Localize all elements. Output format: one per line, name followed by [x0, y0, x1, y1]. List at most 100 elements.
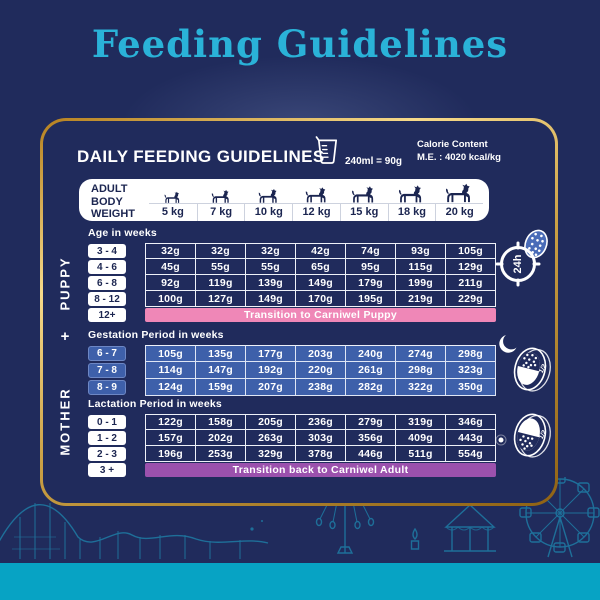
- weight-column: 7 kg: [196, 179, 245, 221]
- feeding-amount-cell: 105g: [445, 243, 496, 259]
- feeding-amount-cell: 199g: [395, 275, 445, 291]
- weight-label: 18 kg: [387, 203, 436, 221]
- feeding-amount-cell: 192g: [245, 362, 295, 379]
- measuring-cup-icon: [315, 135, 340, 171]
- weight-column: 18 kg: [387, 179, 436, 221]
- feeding-amount-cell: 323g: [445, 362, 496, 379]
- transition-banner: Transition to Carniwel Puppy: [145, 308, 496, 322]
- feeding-amount-cell: 157g: [145, 430, 195, 446]
- row-label: 8 - 12: [88, 292, 126, 306]
- feeding-amount-cell: 229g: [445, 291, 496, 307]
- row-label: 8 - 9: [88, 380, 126, 395]
- calorie-label: Calorie Content: [417, 139, 488, 150]
- svg-text:1/2: 1/2: [538, 363, 549, 375]
- feeding-amount-cell: 92g: [145, 275, 195, 291]
- table-row: 7 - 8 114g 147g 192g 220g 261g 298g 323g: [88, 362, 496, 379]
- side-label-mother: MOTHER: [57, 386, 73, 456]
- feeding-amount-cell: 129g: [445, 259, 496, 275]
- feeding-amount-cell: 32g: [195, 243, 245, 259]
- feeding-amount-cell: 253g: [195, 446, 245, 462]
- row-label: 6 - 7: [88, 346, 126, 361]
- feeding-amount-cell: 177g: [245, 345, 295, 362]
- row-label: 7 - 8: [88, 363, 126, 378]
- feeding-amount-cell: 303g: [295, 430, 345, 446]
- feeding-amount-cell: 319g: [395, 414, 445, 430]
- feeding-amount-cell: 74g: [345, 243, 395, 259]
- feeding-amount-cell: 139g: [245, 275, 295, 291]
- table-row: 1 - 2 157g 202g 263g 303g 356g 409g 443g: [88, 430, 496, 446]
- gestation-feeding-table: Gestation Period in weeks 6 - 7 105g 135g 1…: [88, 329, 496, 396]
- feeding-amount-cell: 115g: [395, 259, 445, 275]
- weight-column: 15 kg: [339, 179, 388, 221]
- feeding-amount-cell: 195g: [345, 291, 395, 307]
- feeding-amount-cell: 238g: [295, 379, 345, 396]
- feeding-amount-cell: 55g: [245, 259, 295, 275]
- row-label: 0 - 1: [88, 415, 126, 429]
- feeding-amount-cell: 124g: [145, 379, 195, 396]
- footer-color-band: [0, 563, 600, 600]
- feeding-amount-cell: 554g: [445, 446, 496, 462]
- table-row: 0 - 1 122g 158g 205g 236g 279g 319g 346g: [88, 414, 496, 430]
- measure-note: 240ml = 90g: [345, 156, 402, 167]
- feeding-amount-cell: 350g: [445, 379, 496, 396]
- row-label: 4 - 6: [88, 260, 126, 274]
- table-row: 4 - 6 45g 55g 55g 65g 95g 115g 129g: [88, 259, 496, 275]
- table-row: 3 - 4 32g 32g 32g 42g 74g 93g 105g: [88, 243, 496, 259]
- feeding-amount-cell: 42g: [295, 243, 345, 259]
- feeding-amount-cell: 149g: [295, 275, 345, 291]
- feeding-amount-cell: 261g: [345, 362, 395, 379]
- lactation-feeding-table: Lactation Period in weeks 0 - 1 122g 158g 2…: [88, 398, 496, 478]
- weight-label: 20 kg: [435, 203, 484, 221]
- table-row: 3 + Transition back to Carniwel Adult: [88, 462, 496, 478]
- feeding-amount-cell: 65g: [295, 259, 345, 275]
- feeding-amount-cell: 207g: [245, 379, 295, 396]
- feeding-amount-cell: 159g: [195, 379, 245, 396]
- feeding-amount-cell: 446g: [345, 446, 395, 462]
- feeding-amount-cell: 196g: [145, 446, 195, 462]
- feeding-amount-cell: 298g: [395, 362, 445, 379]
- weight-label: 10 kg: [244, 203, 293, 221]
- side-label-puppy: PUPPY: [57, 255, 73, 311]
- feeding-amount-cell: 274g: [395, 345, 445, 362]
- row-label: 3 +: [88, 463, 126, 477]
- table-row: 6 - 7 105g 135g 177g 203g 240g 274g 298g: [88, 345, 496, 362]
- feeding-amount-cell: 149g: [245, 291, 295, 307]
- day-half-bowl-icon: 1/2: [494, 401, 555, 472]
- row-label: 2 - 3: [88, 447, 126, 461]
- weight-column: 12 kg: [292, 179, 340, 221]
- weight-label: 15 kg: [339, 203, 388, 221]
- gestation-subtitle: Gestation Period in weeks: [88, 329, 224, 341]
- dog-icon: [211, 189, 229, 203]
- night-half-bowl-icon: 1/2: [494, 331, 555, 402]
- table-row: 12+ Transition to Carniwel Puppy: [88, 307, 496, 323]
- feeding-amount-cell: 263g: [245, 430, 295, 446]
- feeding-amount-cell: 443g: [445, 430, 496, 446]
- table-row: 6 - 8 92g 119g 139g 149g 179g 199g 211g: [88, 275, 496, 291]
- feeding-amount-cell: 378g: [295, 446, 345, 462]
- weight-column: 10 kg: [244, 179, 293, 221]
- feeding-amount-cell: 511g: [395, 446, 445, 462]
- row-label: 12+: [88, 308, 126, 322]
- row-label: 6 - 8: [88, 276, 126, 290]
- weight-column: 20 kg: [435, 179, 484, 221]
- side-label-plus: +: [60, 327, 70, 345]
- feeding-amount-cell: 282g: [345, 379, 395, 396]
- panel-heading: DAILY FEEDING GUIDELINES: [77, 147, 325, 166]
- adult-body-weight-header: ADULT BODY WEIGHT 5 kg 7 kg 10 kg 12 kg …: [79, 179, 489, 221]
- row-label: 3 - 4: [88, 244, 126, 258]
- feeding-amount-cell: 135g: [195, 345, 245, 362]
- feeding-amount-cell: 329g: [245, 446, 295, 462]
- feeding-amount-cell: 240g: [345, 345, 395, 362]
- page-title: Feeding Guidelines: [91, 22, 509, 66]
- feeding-amount-cell: 219g: [395, 291, 445, 307]
- table-row: 2 - 3 196g 253g 329g 378g 446g 511g 554g: [88, 446, 496, 462]
- feeding-amount-cell: 93g: [395, 243, 445, 259]
- feeding-amount-cell: 203g: [295, 345, 345, 362]
- feeding-amount-cell: 32g: [245, 243, 295, 259]
- 24h-clock-bowl-icon: 24h: [492, 227, 554, 296]
- weight-header-label: ADULT BODY WEIGHT: [91, 183, 135, 221]
- feeding-amount-cell: 356g: [345, 430, 395, 446]
- weight-label: 12 kg: [292, 203, 340, 221]
- feeding-amount-cell: 322g: [395, 379, 445, 396]
- feeding-amount-cell: 147g: [195, 362, 245, 379]
